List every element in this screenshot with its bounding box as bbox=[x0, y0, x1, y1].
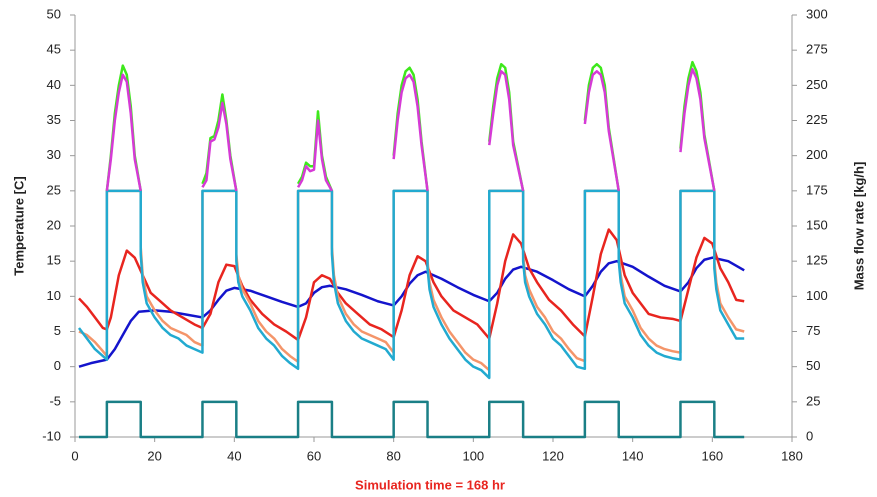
y-tick-label: 5 bbox=[54, 323, 61, 338]
y2-tick-label: 25 bbox=[806, 393, 820, 408]
series-line bbox=[77, 189, 745, 380]
x-tick-label: 120 bbox=[542, 448, 564, 463]
x-tick-label: 140 bbox=[622, 448, 644, 463]
series-line bbox=[78, 400, 745, 439]
series-line bbox=[78, 256, 745, 368]
x-tick-label: 160 bbox=[701, 448, 723, 463]
y2-tick-label: 225 bbox=[806, 112, 828, 127]
y-tick-label: 10 bbox=[47, 288, 61, 303]
y-tick-label: 25 bbox=[47, 182, 61, 197]
x-tick-label: 60 bbox=[307, 448, 321, 463]
y-tick-label: 35 bbox=[47, 112, 61, 127]
y2-tick-label: 125 bbox=[806, 253, 828, 268]
y2-tick-label: 100 bbox=[806, 288, 828, 303]
y-tick-label: 30 bbox=[47, 147, 61, 162]
y2-tick-label: 300 bbox=[806, 6, 828, 21]
y2-tick-label: 0 bbox=[806, 428, 813, 443]
x-tick-label: 180 bbox=[781, 448, 803, 463]
y-tick-label: 45 bbox=[47, 42, 61, 57]
y2-tick-label: 150 bbox=[806, 217, 828, 232]
x-axis-title: Simulation time = 168 hr bbox=[355, 477, 505, 492]
x-tick-label: 80 bbox=[386, 448, 400, 463]
y2-tick-label: 75 bbox=[806, 323, 820, 338]
series-line bbox=[105, 60, 716, 192]
y2-tick-label: 200 bbox=[806, 147, 828, 162]
y-tick-label: -10 bbox=[42, 428, 61, 443]
y-tick-label: 20 bbox=[47, 217, 61, 232]
x-tick-label: 40 bbox=[227, 448, 241, 463]
y2-tick-label: 175 bbox=[806, 182, 828, 197]
y2-axis-title: Mass flow rate [kg/h] bbox=[851, 162, 866, 291]
y2-tick-label: 50 bbox=[806, 358, 820, 373]
x-tick-label: 100 bbox=[462, 448, 484, 463]
y-tick-label: 40 bbox=[47, 77, 61, 92]
y-tick-label: 0 bbox=[54, 358, 61, 373]
series-line bbox=[78, 228, 745, 342]
y2-tick-label: 250 bbox=[806, 77, 828, 92]
x-tick-label: 0 bbox=[71, 448, 78, 463]
y2-tick-label: 275 bbox=[806, 42, 828, 57]
y-tick-label: -5 bbox=[49, 393, 61, 408]
series-line bbox=[105, 67, 716, 192]
y-tick-label: 50 bbox=[47, 6, 61, 21]
y-tick-label: 15 bbox=[47, 253, 61, 268]
x-tick-label: 20 bbox=[147, 448, 161, 463]
y-axis-title: Temperature [C] bbox=[11, 176, 26, 275]
